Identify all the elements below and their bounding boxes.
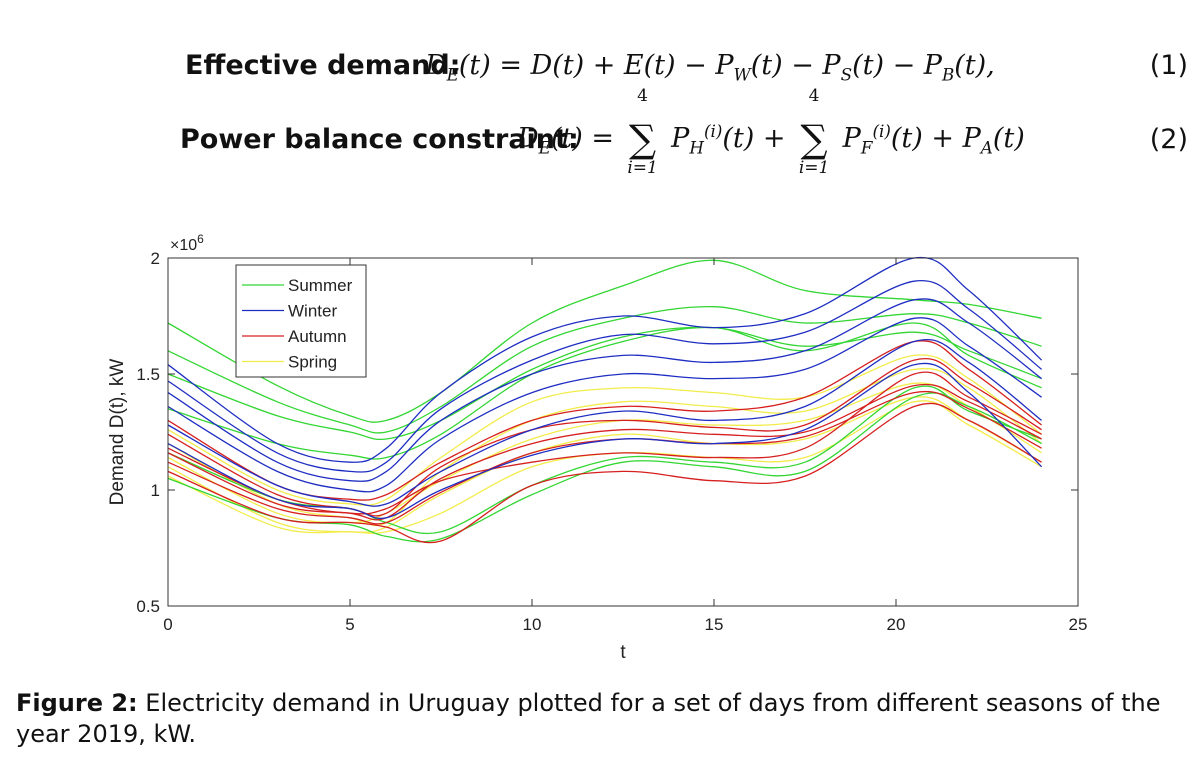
series-line-winter (167, 279, 1043, 473)
legend-box (235, 264, 367, 378)
series-line-spring (167, 354, 1042, 506)
caption-text: Electricity demand in Uruguay plotted fo… (16, 689, 1161, 748)
equation-1-label: Effective demand: (185, 50, 461, 81)
plot-frame (167, 257, 1079, 607)
series-line-winter (167, 317, 1042, 493)
x-tick-label: 10 (523, 615, 542, 634)
equation-1: Effective demand: DE(t) = D(t) + E(t) − … (0, 40, 1200, 100)
y-multiplier: ×106 (170, 232, 204, 254)
x-tick-label: 20 (887, 615, 906, 634)
x-tick-label: 25 (1069, 615, 1088, 634)
series-line-winter (167, 298, 1042, 482)
y-axis-label: Demand D(t), kW (107, 359, 128, 506)
x-tick-label: 0 (163, 615, 172, 634)
legend-label-spring: Spring (288, 353, 337, 372)
series-line-autumn (167, 390, 1042, 525)
series-line-summer (167, 392, 1042, 543)
figure-caption: Figure 2: Electricity demand in Uruguay … (16, 688, 1186, 750)
y-tick-label: 1 (151, 481, 160, 500)
x-axis-label: t (620, 642, 626, 663)
legend-label-autumn: Autumn (288, 327, 347, 346)
y-tick-label: 0.5 (136, 597, 160, 616)
x-tick-label: 5 (345, 615, 354, 634)
legend-label-summer: Summer (288, 276, 353, 295)
equation-1-number: (1) (1149, 50, 1188, 81)
series-line-summer (167, 322, 1042, 460)
y-tick-label: 2 (151, 249, 160, 268)
x-tick-label: 15 (705, 615, 724, 634)
equation-2-number: (2) (1149, 124, 1188, 155)
series-line-summer (167, 306, 1042, 434)
y-tick-label: 1.5 (136, 365, 160, 384)
equation-2-formula: DE(t) = 4 ∑ i=1 PH(i)(t) + 4 ∑ i=1 PF(i)(t) … (517, 86, 1025, 178)
series-line-winter (167, 362, 1043, 520)
series-line-spring (167, 367, 1042, 527)
equation-2: Power balance constraint: DE(t) = 4 ∑ i=1 … (0, 86, 1200, 178)
equation-2-label: Power balance constraint: (180, 124, 579, 155)
series-line-summer (167, 326, 1042, 441)
demand-chart: 0 5 10 15 20 25 0.5 1 1.5 2 ×106 t Demand D(t), kW Su… (107, 232, 1088, 663)
caption-prefix: Figure 2: (16, 689, 138, 717)
series-line-winter (167, 339, 1043, 507)
legend-label-winter: Winter (288, 302, 337, 321)
series-line-autumn (167, 371, 1042, 515)
series-line-autumn (167, 402, 1042, 544)
equation-1-formula: DE(t) = D(t) + E(t) − PW(t) − PS(t) − PB… (425, 50, 995, 85)
series-group (167, 256, 1043, 544)
